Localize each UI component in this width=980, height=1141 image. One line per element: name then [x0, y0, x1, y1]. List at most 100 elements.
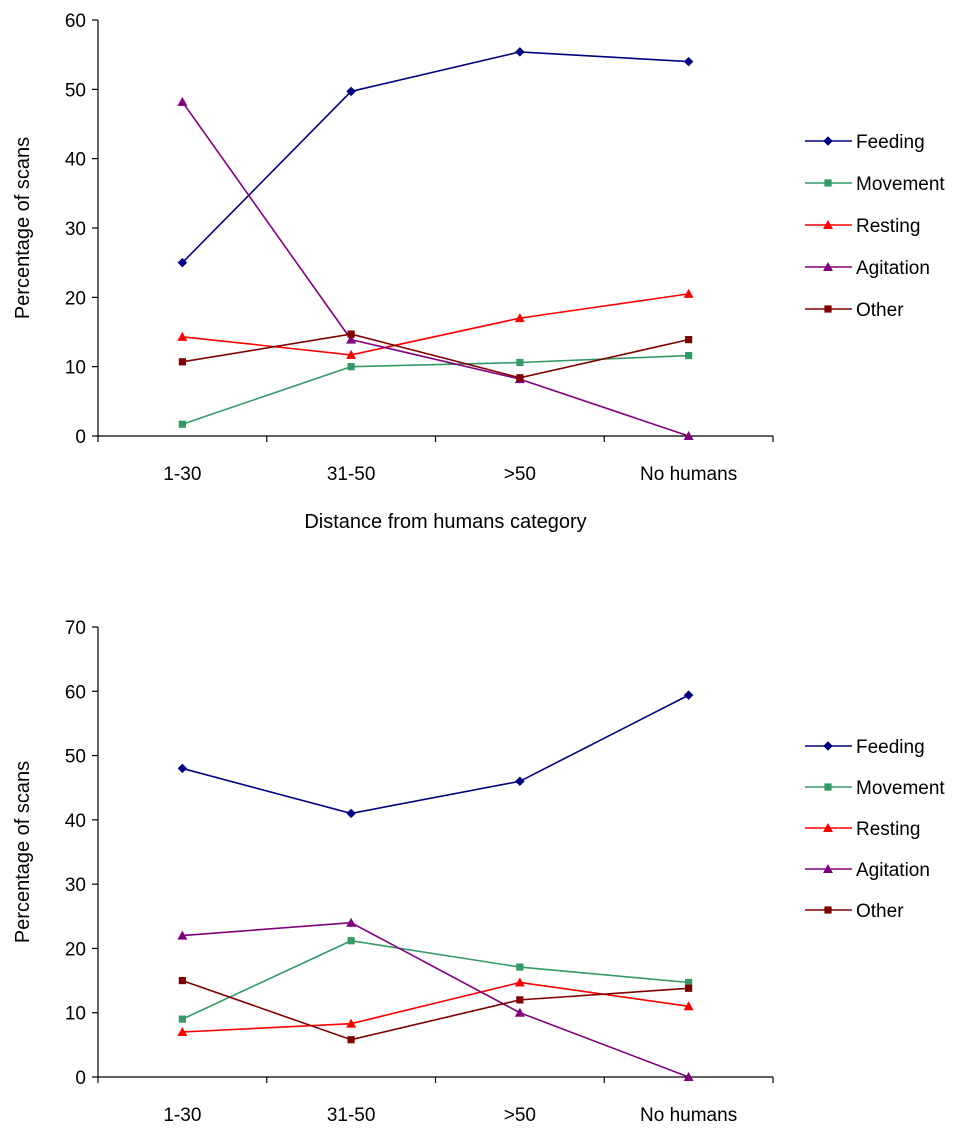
y-tick-label: 40: [65, 811, 86, 832]
data-point-movement: [178, 1015, 186, 1023]
y-tick-label: 30: [65, 875, 86, 896]
chart-1: 0 10 20 30 40 50 60 1-30 31-50 >50 No humans Distan…: [12, 11, 945, 533]
x-tick-label: No humans: [640, 464, 737, 485]
data-point-other: [685, 336, 693, 344]
y-tick-label: 50: [65, 80, 86, 101]
series-resting: [177, 288, 694, 359]
y-tick-label: 20: [65, 939, 86, 960]
legend-marker-agitation: [823, 864, 833, 873]
series-movement: [178, 351, 693, 428]
legend-marker-movement: [824, 783, 832, 791]
series-line-movement: [182, 354, 689, 425]
data-point-movement: [516, 358, 524, 367]
series-line-agitation: [181, 101, 689, 437]
data-point-other: [516, 374, 524, 382]
x-axis-title: Distance from humans category: [304, 511, 586, 533]
legend-marker-movement: [824, 179, 832, 187]
series-movement: [178, 937, 693, 1023]
legend-label-other: Other: [856, 300, 904, 321]
y-tick-label: 10: [65, 1004, 86, 1025]
data-point-movement: [347, 363, 355, 371]
series-line-resting: [182, 293, 689, 356]
data-point-resting: [683, 1001, 694, 1011]
y-axis-title: Percentage of scans: [12, 761, 34, 943]
legend-marker-other: [824, 906, 832, 914]
data-point-other: [516, 996, 524, 1004]
y-tick-label: 70: [65, 618, 86, 639]
y-tick-label: 50: [65, 747, 86, 768]
data-point-resting: [177, 1027, 188, 1036]
y-tick-label: 60: [65, 682, 86, 703]
y-tick-label: 0: [75, 427, 86, 448]
x-tick-label: >50: [504, 464, 536, 485]
legend-label-movement: Movement: [856, 174, 945, 195]
legend-label-other: Other: [856, 901, 904, 922]
legend: Feeding Movement Resting Agitation Other: [805, 132, 945, 321]
series-feeding: [177, 47, 694, 268]
series-line-agitation: [182, 921, 689, 1078]
data-point-agitation: [514, 1007, 525, 1017]
data-point-other: [685, 984, 693, 992]
x-tick-label: 31-50: [327, 1105, 376, 1126]
data-point-agitation: [683, 1072, 694, 1081]
legend-label-agitation: Agitation: [856, 258, 930, 279]
data-point-feeding: [515, 776, 525, 787]
data-point-feeding: [177, 763, 188, 774]
data-point-resting: [683, 288, 694, 298]
data-point-feeding: [515, 47, 525, 57]
legend-label-feeding: Feeding: [856, 737, 925, 758]
series-line-other: [182, 979, 689, 1041]
series-agitation: [177, 917, 694, 1081]
y-tick-label: 30: [65, 219, 86, 240]
x-tick-label: 1-30: [163, 1105, 201, 1126]
x-tick-label: No humans: [640, 1105, 737, 1126]
legend-marker-agitation: [823, 262, 833, 271]
legend-label-agitation: Agitation: [856, 860, 930, 881]
data-point-feeding: [177, 257, 188, 268]
x-tick-label: >50: [504, 1105, 536, 1126]
data-point-other: [347, 330, 355, 338]
data-point-resting: [514, 977, 525, 987]
data-point-movement: [516, 963, 524, 971]
series-other: [178, 976, 693, 1044]
y-tick-label: 40: [65, 150, 86, 171]
data-point-resting: [177, 331, 188, 341]
legend-label-resting: Resting: [856, 819, 920, 840]
legend-label-movement: Movement: [856, 778, 945, 799]
data-point-agitation: [346, 917, 357, 927]
data-point-agitation: [346, 334, 357, 344]
legend-marker-feeding: [823, 136, 833, 146]
data-point-other: [178, 358, 186, 366]
y-tick-label: 60: [65, 11, 86, 32]
data-point-resting: [514, 313, 525, 323]
data-point-resting: [346, 349, 357, 359]
series-other: [178, 330, 693, 382]
y-tick-label: 0: [75, 1068, 86, 1089]
y-tick-label: 20: [65, 288, 86, 309]
data-point-movement: [685, 978, 693, 987]
x-tick-label: 1-30: [163, 464, 201, 485]
data-point-other: [347, 1036, 355, 1044]
data-point-resting: [346, 1018, 357, 1028]
series-line-feeding: [181, 51, 689, 264]
legend: Feeding Movement Resting Agitation Other: [805, 737, 945, 922]
legend-marker-resting: [823, 220, 833, 229]
data-point-feeding: [683, 690, 694, 700]
legend-marker-other: [824, 305, 832, 313]
series-line-other: [182, 333, 689, 379]
data-point-other: [178, 976, 186, 985]
x-tick-label: 31-50: [327, 464, 376, 485]
data-point-movement: [685, 351, 693, 360]
data-point-movement: [347, 937, 355, 945]
data-point-feeding: [683, 56, 694, 67]
legend-marker-resting: [823, 823, 833, 832]
data-point-agitation: [177, 930, 188, 940]
data-point-agitation: [683, 431, 694, 440]
y-tick-label: 10: [65, 358, 86, 379]
data-point-movement: [178, 420, 186, 428]
data-point-feeding: [346, 808, 356, 819]
data-point-agitation: [177, 96, 188, 106]
series-feeding: [177, 690, 694, 819]
